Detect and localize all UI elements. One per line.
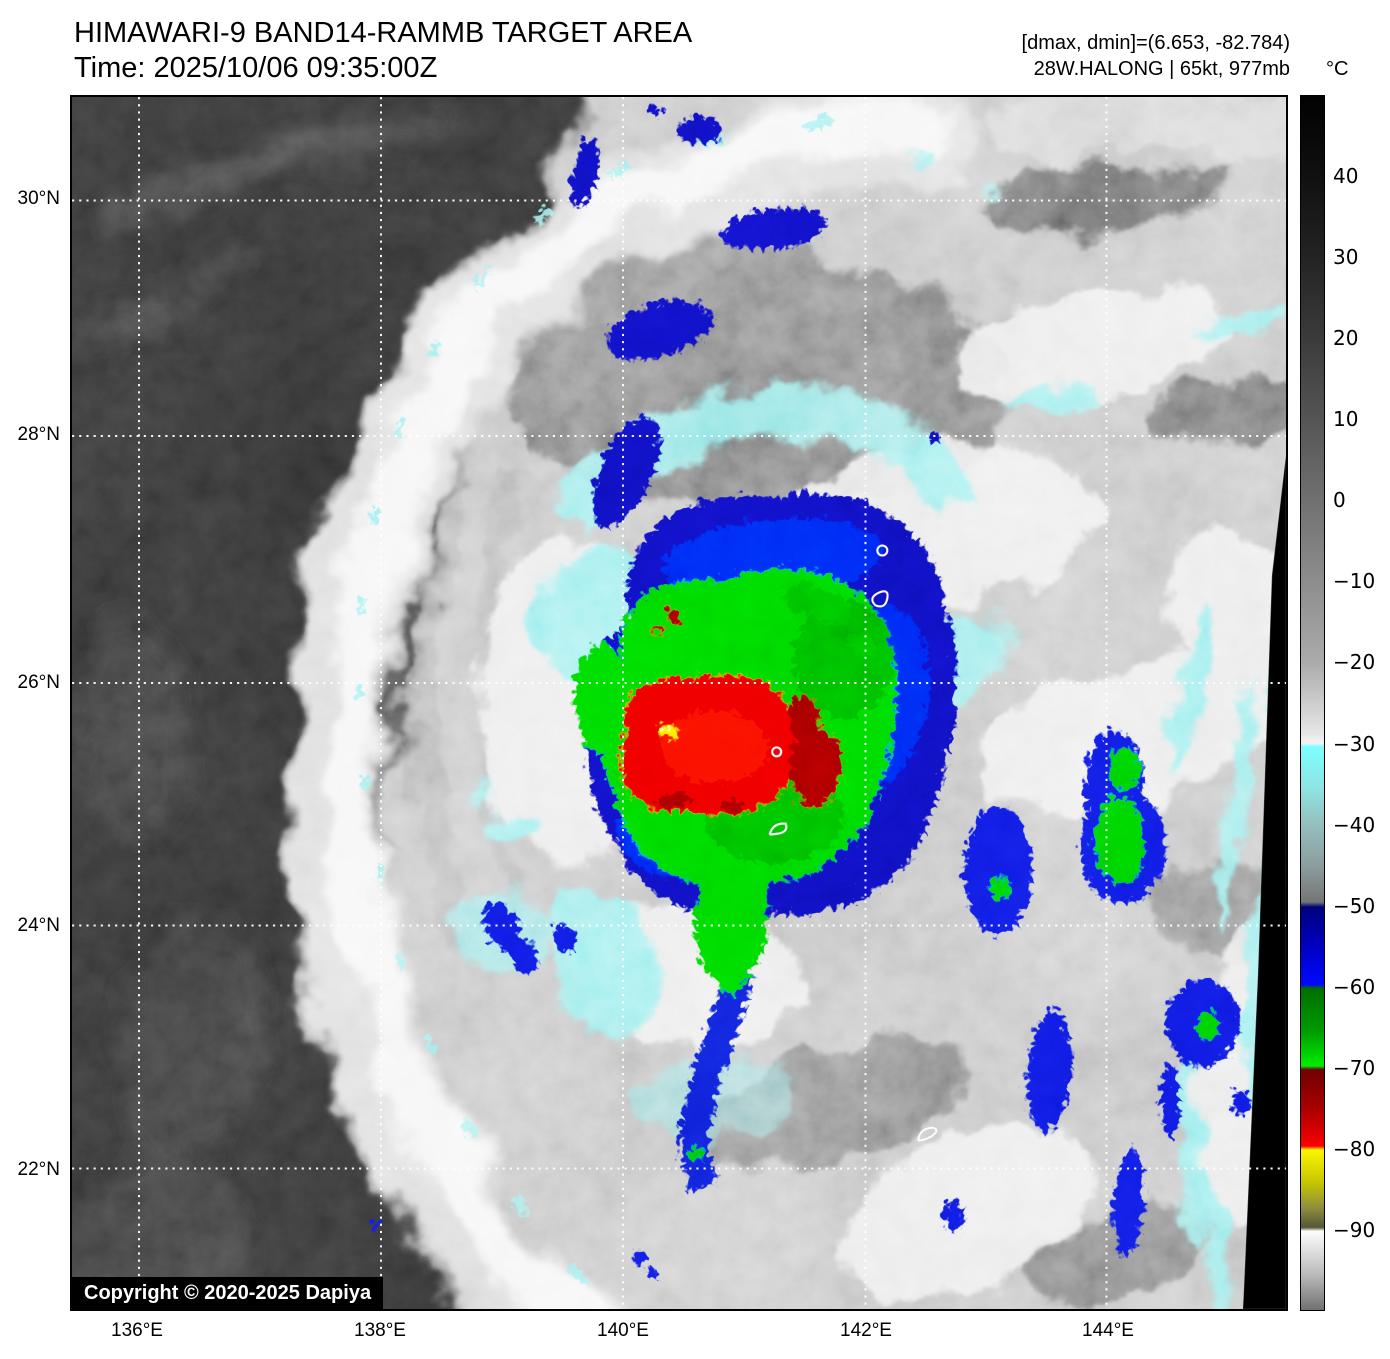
- fine-texture-overlay: [72, 97, 1286, 1309]
- copyright-badge: Copyright © 2020-2025 Dapiya: [72, 1277, 384, 1309]
- colorbar-unit: °C: [1326, 58, 1349, 80]
- title-block: HIMAWARI-9 BAND14-RAMMB TARGET AREA Time…: [74, 16, 692, 86]
- colorbar-tick-label: −40: [1333, 812, 1376, 837]
- colorbar-tick-label: −60: [1333, 974, 1376, 999]
- lat-tick-label: 26°N: [17, 672, 60, 693]
- colorbar-tick-label: 30: [1333, 245, 1359, 270]
- colorbar-tick-label: −90: [1333, 1217, 1376, 1242]
- lat-tick-label: 24°N: [17, 915, 60, 936]
- lat-tick-label: 22°N: [17, 1159, 60, 1180]
- lat-tick-label: 30°N: [17, 188, 60, 209]
- colorbar-tick-label: 40: [1333, 164, 1359, 189]
- colorbar: [1300, 95, 1325, 1311]
- lon-tick-label: 144°E: [1082, 1320, 1134, 1341]
- colorbar-tick-label: −10: [1333, 569, 1376, 594]
- page-title: HIMAWARI-9 BAND14-RAMMB TARGET AREA: [74, 17, 693, 49]
- colorbar-tick-label: 20: [1333, 326, 1359, 351]
- scan-edge-black-wedge: [1243, 455, 1286, 1309]
- colorbar-tick-label: −70: [1333, 1055, 1376, 1080]
- colorbar-tick-label: −80: [1333, 1136, 1376, 1161]
- colorbar-tick-label: 10: [1333, 407, 1359, 432]
- lon-tick-label: 142°E: [840, 1320, 892, 1341]
- lon-tick-label: 140°E: [597, 1320, 649, 1341]
- timestamp: Time: 2025/10/06 09:35:00Z: [74, 52, 438, 84]
- lon-tick-label: 138°E: [354, 1320, 406, 1341]
- lat-tick-label: 28°N: [17, 424, 60, 445]
- annotation-block: [dmax, dmin]=(6.653, -82.784) 28W.HALONG…: [1022, 30, 1290, 82]
- storm-label: 28W.HALONG | 65kt, 977mb: [1033, 58, 1290, 80]
- satellite-image: [72, 97, 1286, 1309]
- colorbar-tick-label: −30: [1333, 731, 1376, 756]
- colorbar-tick-label: 0: [1333, 488, 1346, 513]
- lon-tick-label: 136°E: [111, 1320, 163, 1341]
- satellite-map: [70, 95, 1288, 1311]
- colorbar-tick-label: −20: [1333, 650, 1376, 675]
- colorbar-tick-label: −50: [1333, 893, 1376, 918]
- gridlines: [72, 97, 1286, 1309]
- dmax-dmin-label: [dmax, dmin]=(6.653, -82.784): [1021, 32, 1290, 54]
